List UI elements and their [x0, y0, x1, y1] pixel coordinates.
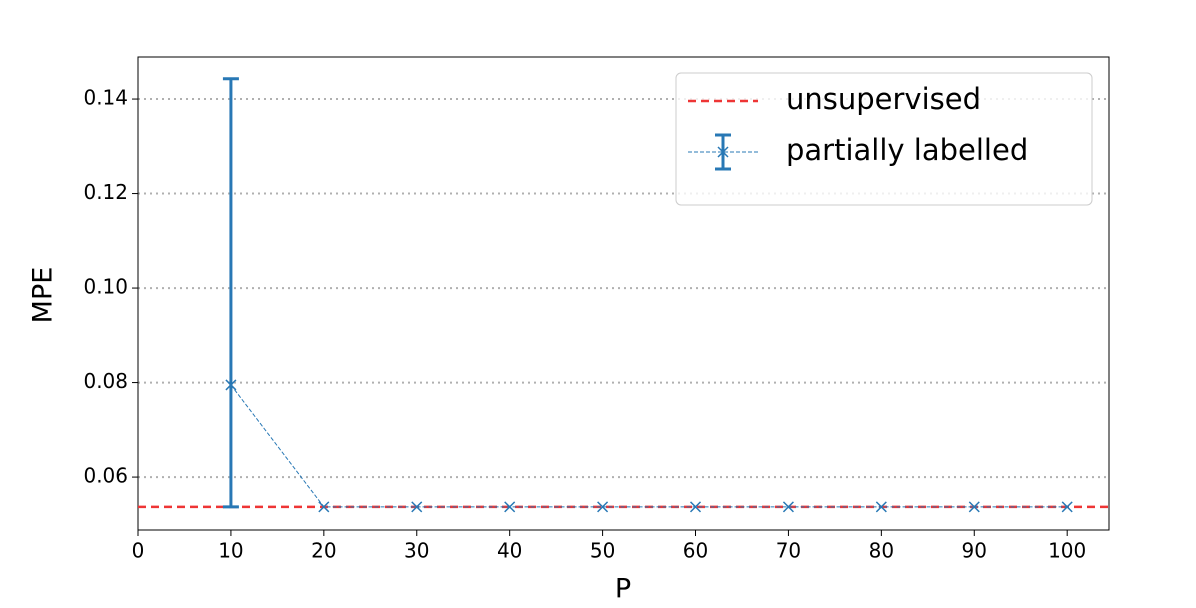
- marker: [875, 501, 887, 513]
- error-bar: [222, 77, 239, 509]
- marker: [782, 501, 794, 513]
- marker: [504, 501, 516, 513]
- y-tick-label: 0.14: [83, 86, 128, 110]
- x-tick-label: 30: [404, 539, 429, 563]
- x-tick-label: 10: [218, 539, 243, 563]
- x-tick-label: 20: [311, 539, 336, 563]
- marker: [411, 501, 423, 513]
- marker: [597, 501, 609, 513]
- x-tick-label: 90: [962, 539, 987, 563]
- legend-label: partially labelled: [786, 133, 1028, 167]
- legend-label: unsupervised: [786, 82, 981, 116]
- marker: [689, 501, 702, 513]
- series-line: [230, 384, 1068, 508]
- marker: [318, 501, 330, 513]
- legend-swatch-marker: [717, 146, 729, 158]
- plot-frame: [137, 56, 1110, 531]
- x-axis-label: P: [615, 574, 631, 605]
- legend-box: [675, 72, 1093, 206]
- marker: [968, 501, 980, 513]
- y-tick-label: 0.12: [83, 180, 128, 204]
- y-axis-label: MPE: [28, 267, 59, 324]
- y-tick-label: 0.08: [83, 369, 128, 393]
- y-tick-label: 0.10: [83, 275, 128, 299]
- x-tick-label: 80: [869, 539, 894, 563]
- x-tick-label: 50: [590, 539, 615, 563]
- y-tick-label: 0.06: [83, 464, 128, 488]
- x-tick-label: 40: [497, 539, 522, 563]
- x-tick-label: 100: [1048, 539, 1086, 563]
- marker: [1061, 501, 1073, 513]
- x-tick-label: 70: [776, 539, 801, 563]
- x-tick-label: 60: [683, 539, 708, 563]
- marker: [225, 379, 237, 391]
- x-tick-label: 0: [132, 539, 145, 563]
